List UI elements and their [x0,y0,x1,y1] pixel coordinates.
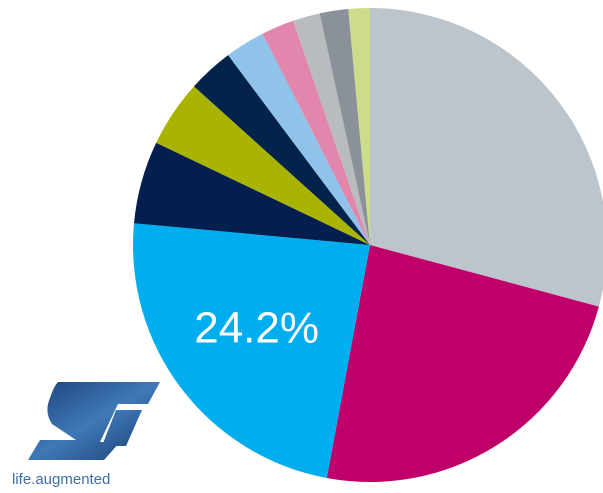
pie-slice [228,33,370,245]
pie [132,8,603,482]
pie-slice [132,223,370,479]
pie-slice [348,8,370,245]
logo: life.augmented [10,377,168,490]
pie-slice [326,245,599,482]
pie-slice [133,142,370,245]
pie-slice [156,86,370,245]
pie-slice [193,55,370,246]
logo-caption: life.augmented [12,471,110,488]
pie-slice [370,8,603,307]
pie-slice [262,20,370,245]
pie-slice [293,13,370,245]
slice-label: 24.2% [194,303,319,352]
logo-mark [28,382,160,460]
pie-slice [319,8,370,246]
